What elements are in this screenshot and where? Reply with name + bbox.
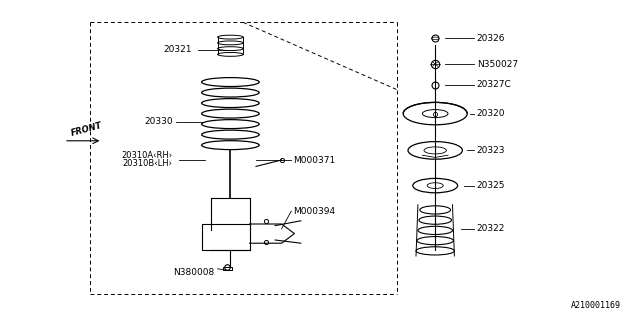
Bar (202, 224, 250, 250)
Text: 20322: 20322 (477, 224, 505, 233)
Text: 20330: 20330 (144, 117, 173, 126)
Bar (223, 267, 232, 270)
Text: 20310A‹RH›: 20310A‹RH› (122, 151, 173, 160)
Text: 20327C: 20327C (477, 80, 511, 89)
Text: FRONT: FRONT (70, 121, 104, 138)
Text: 20323: 20323 (477, 146, 506, 155)
Text: 20326: 20326 (477, 34, 506, 43)
Text: 20321: 20321 (163, 45, 192, 54)
Text: N380008: N380008 (173, 268, 214, 277)
Text: M000371: M000371 (293, 156, 335, 164)
Text: M000394: M000394 (293, 207, 335, 216)
Text: N350027: N350027 (477, 60, 518, 68)
Text: 20320: 20320 (477, 109, 506, 118)
Text: A210001169: A210001169 (571, 301, 621, 310)
Text: 20310B‹LH›: 20310B‹LH› (123, 159, 173, 168)
Text: 20325: 20325 (477, 181, 506, 190)
